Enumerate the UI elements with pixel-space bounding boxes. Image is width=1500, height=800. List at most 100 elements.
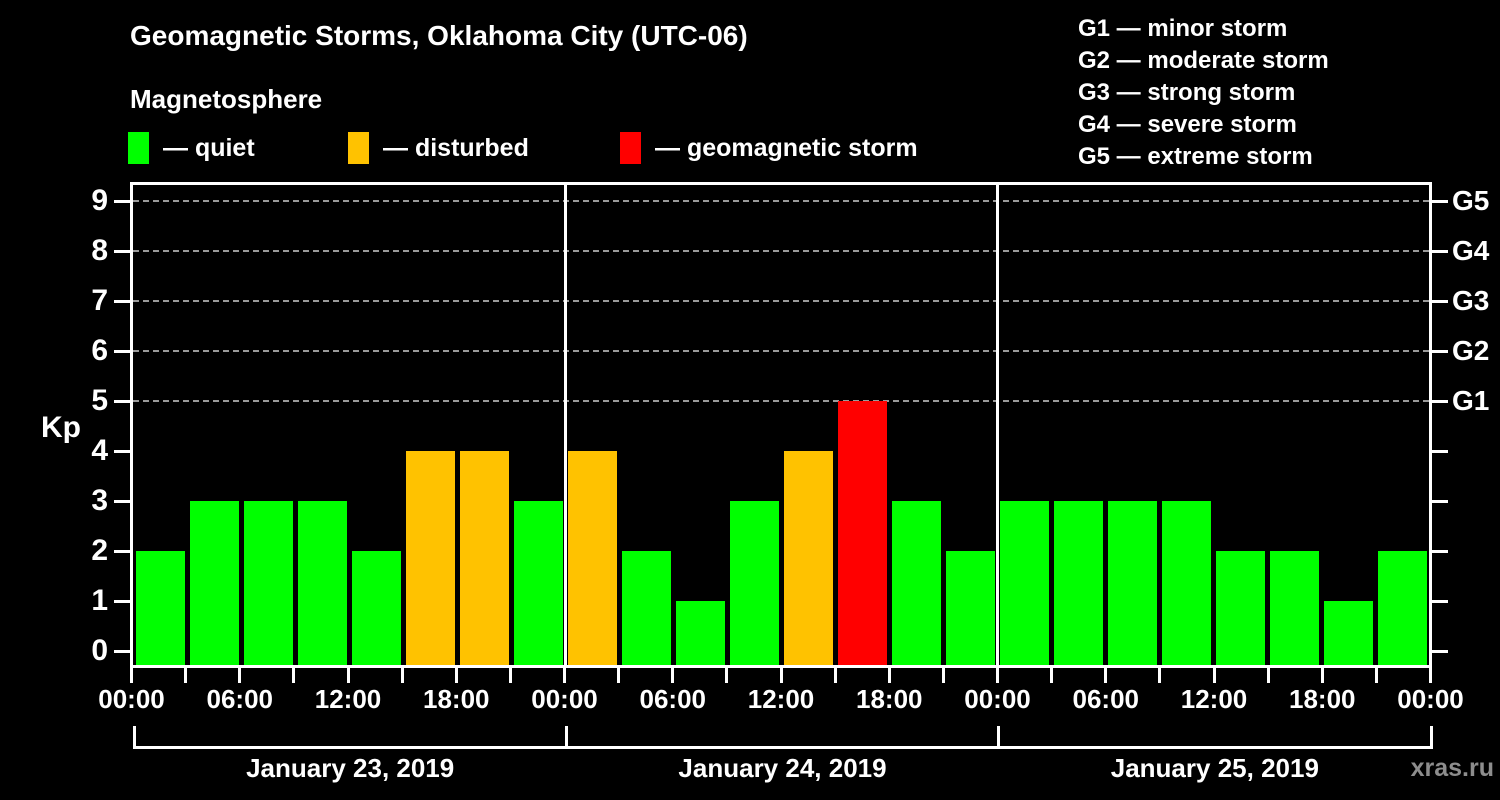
x-axis-tick [1429,668,1432,683]
y-tick-label: 1 [91,584,108,617]
kp-bar [729,501,779,665]
x-axis-tick [1050,668,1054,683]
y-axis-tick-right [1432,299,1448,303]
x-axis-tick [833,668,837,683]
x-axis-tick [346,668,350,683]
y-tick-label: 7 [91,284,108,317]
y-axis-tick-right [1432,449,1448,453]
y-axis-tick-left [114,499,130,503]
y-axis-tick-left [114,249,130,253]
kp-bar [243,501,293,665]
kp-bar [567,451,617,665]
y-axis-tick-right [1432,399,1448,403]
x-axis-tick [292,668,296,683]
date-axis-tick [564,726,568,749]
x-axis-tick [1266,668,1270,683]
kp-bar [891,501,941,665]
x-axis-tick [941,668,945,683]
legend-item-disturbed: — disturbed [348,131,529,165]
y-axis-tick-left [114,649,130,653]
x-axis-tick [1374,668,1378,683]
storm-scale-legend-g3: G3 — strong storm [1078,79,1296,106]
grid-line-kp5 [133,400,1429,402]
kp-bar [945,551,995,665]
storm-scale-legend-g1: G1 — minor storm [1078,15,1288,42]
kp-bar [1053,501,1103,665]
x-axis-tick [671,668,675,683]
kp-bar [1161,501,1211,665]
time-tick-label: 12:00 [1180,684,1248,714]
grid-line-kp7 [133,300,1429,302]
x-axis-tick [779,668,783,683]
y-axis-tick-right [1432,499,1448,503]
x-axis-tick [617,668,621,683]
legend-label-storm: — geomagnetic storm [655,133,918,162]
kp-bar [837,401,887,665]
kp-bar [621,551,671,665]
x-axis-tick [130,668,133,683]
x-axis-tick [1212,668,1216,683]
quiet-color-swatch [128,132,149,164]
x-axis-tick [1158,668,1162,683]
y-axis-tick-left [114,199,130,203]
kp-bar [189,501,239,665]
x-axis-tick [996,668,999,683]
x-axis-tick [184,668,188,683]
storm-scale-legend-g2: G2 — moderate storm [1078,47,1329,74]
grid-line-kp8 [133,250,1429,252]
x-axis-tick [1104,668,1108,683]
y-axis-tick-left [114,349,130,353]
storm-scale-legend-g4: G4 — severe storm [1078,111,1297,138]
storm-color-swatch [620,132,641,164]
watermark: xras.ru [1410,754,1494,782]
time-tick-label: 12:00 [314,684,382,714]
g-scale-label-g4: G4 [1452,235,1490,266]
time-tick-label: 06:00 [639,684,707,714]
x-axis-tick [563,668,566,683]
plot-area [130,182,1432,668]
y-axis-tick-right [1432,199,1448,203]
y-tick-label: 0 [91,634,108,667]
day-separator-line [995,185,999,665]
y-axis-title: Kp [41,411,81,444]
time-tick-label: 00:00 [1397,684,1464,714]
time-tick-label: 06:00 [1072,684,1140,714]
date-axis-tick [997,726,1001,749]
y-axis-tick-left [114,599,130,603]
g-scale-label-g5: G5 [1452,185,1490,216]
x-axis-tick [725,668,729,683]
kp-bar [351,551,401,665]
legend-item-quiet: — quiet [128,131,255,165]
x-axis-tick [400,668,404,683]
x-axis-tick [238,668,242,683]
g-scale-label-g2: G2 [1452,335,1490,366]
day-separator-line [563,185,567,665]
storm-scale-legend-g5: G5 — extreme storm [1078,143,1313,170]
storm-scale-legend: G1 — minor storm G2 — moderate storm G3 … [1078,13,1329,173]
y-axis-tick-right [1432,649,1448,653]
chart-subtitle: Magnetosphere [130,84,323,114]
kp-bar [1107,501,1157,665]
kp-bar [675,601,725,665]
kp-bar [459,451,509,665]
x-axis-tick [887,668,891,683]
kp-bar [297,501,347,665]
time-tick-label: 18:00 [856,684,923,714]
y-axis-tick-left [114,399,130,403]
g-scale-label-g1: G1 [1452,385,1490,416]
kp-bar [135,551,185,665]
y-tick-label: 8 [91,234,108,267]
g-scale-label-g3: G3 [1452,285,1490,316]
y-tick-label: 2 [91,534,108,567]
kp-bar [1269,551,1319,665]
legend-item-storm: — geomagnetic storm [620,131,918,165]
grid-line-kp9 [133,200,1429,202]
disturbed-color-swatch [348,132,369,164]
legend-label-quiet: — quiet [163,133,255,162]
date-label: January 25, 2019 [1110,753,1319,783]
y-axis-tick-right [1432,249,1448,253]
time-tick-label: 00:00 [531,684,598,714]
grid-line-kp6 [133,350,1429,352]
y-axis-tick-left [114,449,130,453]
